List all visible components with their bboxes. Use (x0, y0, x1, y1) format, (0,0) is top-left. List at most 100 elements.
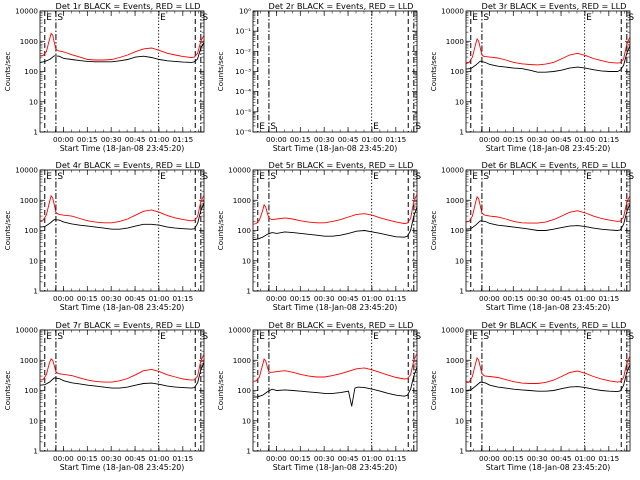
marker-label: E (586, 332, 592, 342)
y-tick-label: 10000 (441, 7, 464, 16)
y-tick-label: 1000 (233, 356, 252, 365)
x-tick-label: 00:45 (125, 294, 146, 303)
y-tick-label: 10000 (228, 166, 251, 175)
plot-frame (252, 10, 418, 133)
x-tick-label: 00:15 (503, 454, 524, 463)
y-tick-label: 1 (33, 447, 38, 456)
marker-label: S (415, 122, 421, 132)
x-axis-label: Start Time (18-Jan-08 23:45:20) (273, 303, 398, 312)
y-tick-label: 10 (455, 97, 465, 106)
x-tick-label: 01:15 (598, 294, 619, 303)
y-tick-label: 1 (246, 287, 251, 296)
marker-label: E (160, 172, 166, 182)
y-tick-label: 10⁻⁵ (235, 107, 251, 116)
y-tick-label: 1000 (446, 356, 465, 365)
panel-title: Det 4r BLACK = Events, RED = LLD (56, 160, 201, 170)
x-tick-label: 00:45 (551, 294, 572, 303)
x-tick-label: 00:30 (314, 454, 335, 463)
x-tick-label: 01:00 (149, 135, 170, 144)
y-tick-label: 100 (24, 226, 38, 235)
y-tick-label: 10000 (15, 7, 38, 16)
x-tick-label: 00:15 (77, 454, 98, 463)
x-tick-label: 00:45 (125, 454, 146, 463)
marker-label: S (483, 13, 489, 23)
x-axis-label: Start Time (18-Jan-08 23:45:20) (60, 144, 185, 153)
y-tick-label: 100 (450, 226, 464, 235)
marker-label: S (483, 172, 489, 182)
x-tick-label: 00:15 (77, 294, 98, 303)
marker-label: E (259, 172, 265, 182)
marker-label: E (373, 332, 379, 342)
panel-title: Det 7r BLACK = Events, RED = LLD (56, 320, 201, 330)
x-tick-label: 00:30 (101, 135, 122, 144)
y-tick-label: 10 (29, 97, 39, 106)
y-tick-label: 1000 (20, 37, 39, 46)
x-tick-label: 00:30 (527, 135, 548, 144)
marker-label: S (628, 172, 634, 182)
series-line-events (253, 366, 417, 407)
y-tick-label: 10⁻⁴ (235, 87, 251, 96)
y-axis-label: Counts/sec (429, 371, 438, 411)
series-line-events (253, 206, 417, 241)
marker-label: S (628, 13, 634, 23)
marker-label: S (57, 172, 63, 182)
x-tick-label: 00:15 (290, 294, 311, 303)
x-tick-label: 00:15 (290, 454, 311, 463)
x-tick-label: 01:00 (362, 294, 383, 303)
panel-title: Det 1r BLACK = Events, RED = LLD (56, 1, 201, 11)
y-tick-label: 1 (33, 128, 38, 137)
marker-label: E (472, 13, 478, 23)
marker-label: S (202, 332, 208, 342)
y-axis-label: Counts/sec (216, 371, 225, 411)
y-tick-label: 100 (450, 386, 464, 395)
x-tick-label: 00:30 (527, 454, 548, 463)
x-axis-label: Start Time (18-Jan-08 23:45:20) (60, 463, 185, 472)
panel-title: Det 3r BLACK = Events, RED = LLD (482, 1, 627, 11)
series-line-lld (40, 32, 204, 61)
x-tick-label: 01:00 (575, 294, 596, 303)
y-axis-label: Counts/sec (3, 52, 12, 92)
y-tick-label: 1 (459, 128, 464, 137)
marker-label: E (160, 13, 166, 23)
panel-4: Det 4r BLACK = Events, RED = LLD 1 10 100 10… (3, 160, 208, 312)
x-tick-label: 00:45 (338, 294, 359, 303)
y-axis-label: Counts/sec (429, 52, 438, 92)
marker-label: S (415, 172, 421, 182)
x-tick-label: 01:00 (362, 454, 383, 463)
marker-label: S (270, 332, 276, 342)
y-tick-label: 10000 (15, 166, 38, 175)
y-tick-label: 100 (24, 67, 38, 76)
marker-label: E (46, 332, 52, 342)
x-tick-label: 01:15 (172, 294, 193, 303)
panel-title: Det 8r BLACK = Events, RED = LLD (269, 320, 414, 330)
x-tick-label: 00:30 (314, 135, 335, 144)
x-tick-label: 00:00 (53, 135, 74, 144)
panel-title: Det 6r BLACK = Events, RED = LLD (482, 160, 627, 170)
x-tick-label: 00:00 (266, 454, 287, 463)
marker-label: E (373, 172, 379, 182)
series-line-events (40, 362, 204, 389)
marker-label: S (483, 332, 489, 342)
series-line-events (40, 42, 204, 63)
x-tick-label: 00:30 (101, 294, 122, 303)
series-line-events (40, 203, 204, 230)
y-tick-label: 1 (459, 447, 464, 456)
x-tick-label: 00:00 (266, 294, 287, 303)
series-line-events (466, 203, 630, 231)
x-axis-label: Start Time (18-Jan-08 23:45:20) (486, 303, 611, 312)
x-axis-label: Start Time (18-Jan-08 23:45:20) (60, 303, 185, 312)
panel-9: Det 9r BLACK = Events, RED = LLD 1 10 100 10… (429, 320, 634, 472)
y-tick-label: 1000 (20, 356, 39, 365)
x-tick-label: 00:30 (527, 294, 548, 303)
y-tick-label: 10 (455, 416, 465, 425)
y-tick-label: 10⁻⁶ (235, 128, 251, 137)
panel-8: Det 8r BLACK = Events, RED = LLD 1 10 100 10… (216, 320, 421, 472)
marker-label: S (628, 332, 634, 342)
x-axis-label: Start Time (18-Jan-08 23:45:20) (486, 144, 611, 153)
y-tick-label: 10000 (441, 166, 464, 175)
y-tick-label: 10 (242, 416, 252, 425)
y-axis-label: Counts/sec (216, 211, 225, 251)
panel-1: Det 1r BLACK = Events, RED = LLD 1 10 100 10… (3, 1, 208, 153)
marker-label: S (270, 122, 276, 132)
